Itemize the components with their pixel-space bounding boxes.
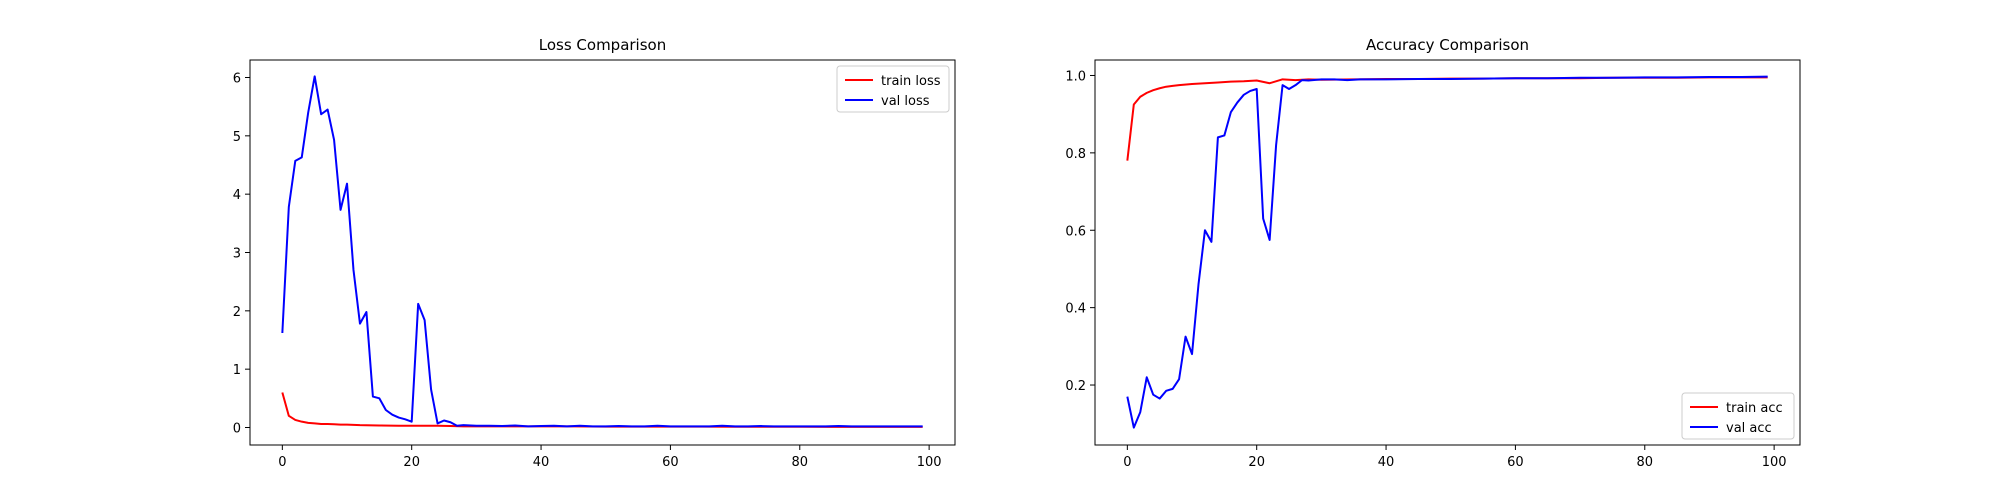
legend-label: train acc xyxy=(1726,401,1783,416)
x-tick-label: 20 xyxy=(403,455,420,470)
y-tick-label: 2 xyxy=(233,305,241,320)
y-tick-label: 6 xyxy=(233,72,241,87)
series-line-val-acc xyxy=(1126,75,1768,429)
series-line-val-loss xyxy=(281,75,923,428)
legend-label: val loss xyxy=(881,94,930,109)
y-tick-label: 3 xyxy=(233,247,241,262)
legend-label: train loss xyxy=(881,74,941,89)
plot-frame xyxy=(1094,59,1801,446)
y-tick-label: 4 xyxy=(233,188,241,203)
chart-title: Loss Comparison xyxy=(539,36,666,54)
x-tick-label: 80 xyxy=(1636,455,1653,470)
x-tick-label: 0 xyxy=(1123,455,1131,470)
y-tick-label: 0.4 xyxy=(1065,302,1086,317)
legend: train loss val loss xyxy=(836,65,950,113)
loss-comparison-chart: Loss Comparison 0 20 40 60 80 100 0 1 2 3 4 5 6 train … xyxy=(233,36,956,470)
x-tick-label: 40 xyxy=(1378,455,1395,470)
accuracy-comparison-chart: Accuracy Comparison 0 20 40 60 80 100 0.2 0.4 0.6… xyxy=(1065,36,1801,470)
plot-frame xyxy=(249,59,956,446)
y-tick-label: 5 xyxy=(233,130,241,145)
x-tick-label: 40 xyxy=(533,455,550,470)
x-tick-label: 100 xyxy=(917,455,942,470)
chart-title: Accuracy Comparison xyxy=(1366,36,1529,54)
x-tick-label: 100 xyxy=(1762,455,1787,470)
x-tick-label: 80 xyxy=(791,455,808,470)
x-tick-label: 60 xyxy=(662,455,679,470)
x-tick-label: 0 xyxy=(278,455,286,470)
series-line-train-acc xyxy=(1126,76,1768,161)
y-tick-label: 1.0 xyxy=(1065,69,1086,84)
legend: train acc val acc xyxy=(1681,392,1795,440)
y-tick-label: 0 xyxy=(233,422,241,437)
y-tick-label: 0.2 xyxy=(1065,379,1086,394)
y-tick-label: 0.8 xyxy=(1065,147,1086,162)
y-tick-label: 1 xyxy=(233,363,241,378)
x-tick-label: 60 xyxy=(1507,455,1524,470)
y-tick-label: 0.6 xyxy=(1065,224,1086,239)
x-tick-label: 20 xyxy=(1248,455,1265,470)
legend-label: val acc xyxy=(1726,421,1772,436)
